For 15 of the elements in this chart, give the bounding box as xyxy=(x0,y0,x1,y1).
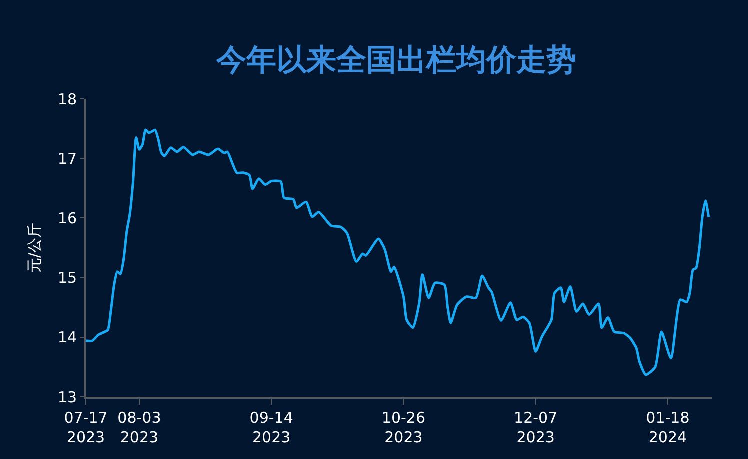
chart-title: 今年以来全国出栏均价走势 xyxy=(215,43,576,78)
x-tick-label: 10-26 2023 xyxy=(382,409,426,446)
x-tick-label: 07-17 2023 xyxy=(64,409,108,446)
x-tick-label: 12-07 2023 xyxy=(514,409,558,446)
y-tick-label: 14 xyxy=(58,328,77,347)
y-tick-label: 13 xyxy=(58,388,77,406)
y-tick-label: 16 xyxy=(58,209,77,228)
x-tick-label: 01-18 2024 xyxy=(646,409,690,446)
y-tick-label: 17 xyxy=(58,150,77,168)
line-series xyxy=(86,128,710,376)
y-tick-label: 15 xyxy=(58,269,77,288)
y-axis-title: 元/公斤 xyxy=(26,222,44,274)
x-tick-label: 09-14 2023 xyxy=(250,409,294,446)
x-tick-label: 08-03 2023 xyxy=(118,409,162,446)
y-tick-label: 18 xyxy=(58,90,77,108)
